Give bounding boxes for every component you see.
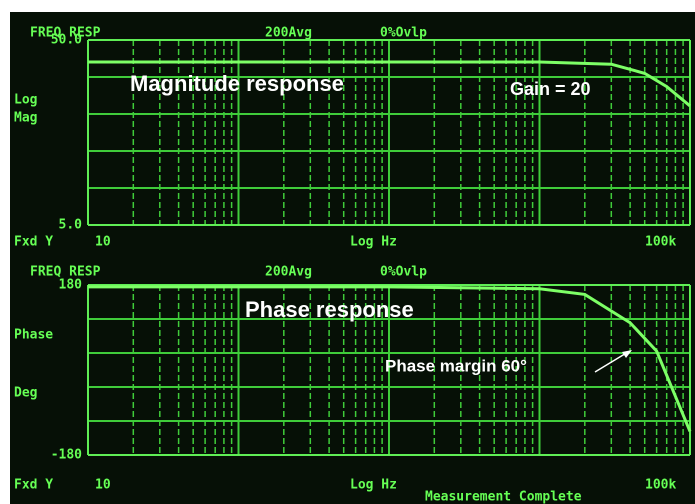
annotation: Magnitude response xyxy=(130,71,344,96)
scale-mode: Fxd Y xyxy=(14,478,53,493)
status: Measurement Complete xyxy=(425,490,582,504)
screen: FREQ RESP200Avg0%OvlpLogMagFxd YLog Hz10… xyxy=(0,0,695,504)
overlap: 0%Ovlp xyxy=(380,265,427,280)
x-tick-label: 10 xyxy=(95,478,111,493)
annotation: Phase response xyxy=(245,297,414,322)
y-label: Mag xyxy=(14,111,37,126)
y-tick-label: 50.0 xyxy=(51,33,82,48)
y-label: Deg xyxy=(14,386,37,401)
x-tick-label: 10 xyxy=(95,235,111,250)
x-tick-label: 100k xyxy=(645,235,676,250)
overlap: 0%Ovlp xyxy=(380,26,427,41)
annotation: Gain = 20 xyxy=(510,79,591,99)
page: {"chart_data": [ {"type": "line", "title… xyxy=(0,0,695,504)
x-label: Log Hz xyxy=(350,235,397,250)
x-tick-label: 100k xyxy=(645,478,676,493)
x-label: Log Hz xyxy=(350,478,397,493)
averaging: 200Avg xyxy=(265,26,312,41)
averaging: 200Avg xyxy=(265,265,312,280)
y-tick-label: 180 xyxy=(59,278,83,293)
y-label: Phase xyxy=(14,328,53,343)
y-tick-label: 5.0 xyxy=(59,218,83,233)
y-label: Log xyxy=(14,93,37,108)
scale-mode: Fxd Y xyxy=(14,235,53,250)
annotation: Phase margin 60° xyxy=(385,356,527,375)
y-tick-label: -180 xyxy=(51,448,82,463)
crt-screen xyxy=(10,12,695,504)
